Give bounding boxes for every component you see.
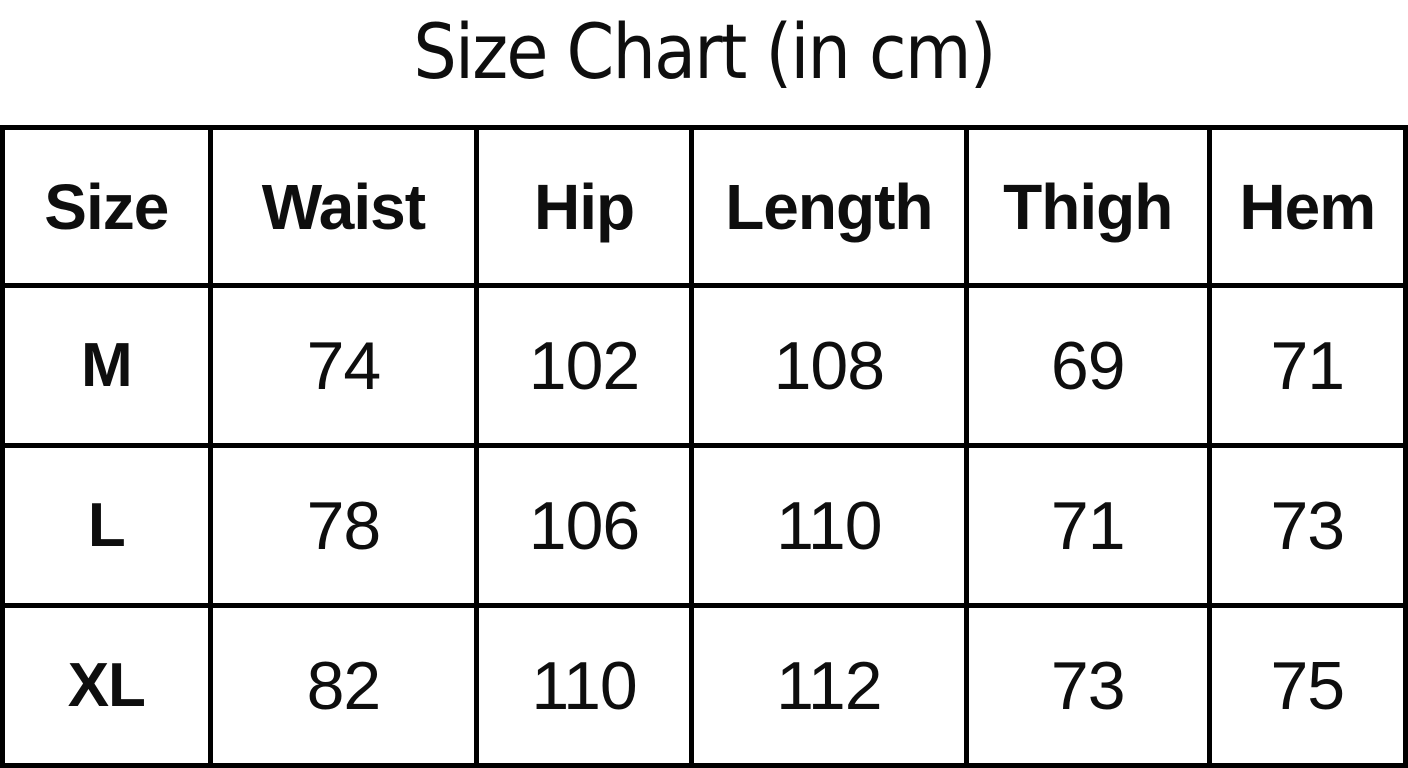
size-chart-table: Size Waist Hip Length Thigh Hem M 74 102… xyxy=(0,125,1408,768)
cell-m-length: 108 xyxy=(688,283,969,448)
cell-l-waist: 78 xyxy=(207,443,480,608)
cell-l-thigh: 71 xyxy=(963,443,1212,608)
cell-xl-hip: 110 xyxy=(474,603,694,768)
table-row-l: L 78 106 110 71 73 xyxy=(0,443,1408,608)
cell-m-hem: 71 xyxy=(1206,283,1408,448)
cell-l-hem: 73 xyxy=(1206,443,1408,608)
cell-l-hip: 106 xyxy=(474,443,694,608)
column-header-hip: Hip xyxy=(474,125,694,288)
cell-xl-waist: 82 xyxy=(207,603,480,768)
table-row-m: M 74 102 108 69 71 xyxy=(0,283,1408,448)
column-header-waist: Waist xyxy=(207,125,480,288)
column-header-hem: Hem xyxy=(1206,125,1408,288)
cell-m-thigh: 69 xyxy=(963,283,1212,448)
row-label-m: M xyxy=(0,283,213,448)
column-header-length: Length xyxy=(688,125,969,288)
row-label-xl: XL xyxy=(0,603,213,768)
cell-xl-thigh: 73 xyxy=(963,603,1212,768)
page-title: Size Chart (in cm) xyxy=(413,7,996,96)
header-row: Size Waist Hip Length Thigh Hem xyxy=(0,125,1408,288)
cell-l-length: 110 xyxy=(688,443,969,608)
column-header-thigh: Thigh xyxy=(963,125,1212,288)
cell-m-waist: 74 xyxy=(207,283,480,448)
row-label-l: L xyxy=(0,443,213,608)
column-header-size: Size xyxy=(0,125,213,288)
cell-m-hip: 102 xyxy=(474,283,694,448)
table-row-xl: XL 82 110 112 73 75 xyxy=(0,603,1408,768)
cell-xl-length: 112 xyxy=(688,603,969,768)
cell-xl-hem: 75 xyxy=(1206,603,1408,768)
